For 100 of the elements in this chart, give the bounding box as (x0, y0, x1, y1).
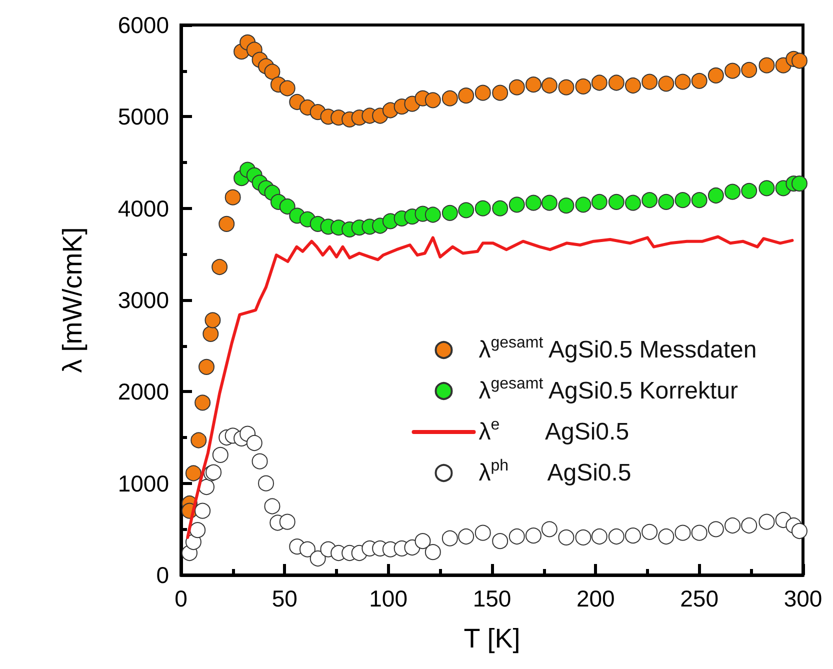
point (525, 528, 542, 544)
point (279, 80, 296, 96)
point (202, 326, 219, 342)
y-tick-label: 1000 (118, 470, 169, 496)
point (264, 498, 280, 514)
point (246, 435, 262, 451)
y-tick-label: 5000 (118, 104, 169, 130)
point (492, 533, 508, 550)
point (458, 528, 474, 544)
point (558, 198, 574, 214)
point (791, 52, 808, 69)
point (741, 62, 758, 78)
point (525, 76, 542, 93)
point (724, 62, 741, 79)
point (442, 530, 458, 546)
point (791, 176, 808, 192)
point (608, 528, 624, 544)
point (252, 453, 268, 470)
point (218, 216, 235, 232)
y-tick-label: 3000 (118, 287, 169, 313)
y-tick-label: 0 (156, 562, 169, 588)
x-tick-label: 100 (369, 586, 408, 612)
point (258, 475, 274, 492)
point (424, 206, 441, 223)
point (758, 57, 775, 74)
point (474, 524, 491, 541)
x-tick-label: 250 (680, 586, 719, 612)
point (194, 394, 211, 411)
point (492, 84, 508, 101)
point (212, 446, 228, 463)
point (299, 541, 316, 558)
point (791, 523, 808, 539)
y-tick-label: 2000 (118, 378, 169, 405)
point (204, 312, 221, 328)
point (442, 204, 458, 221)
point (424, 544, 441, 560)
point (508, 79, 525, 96)
point (658, 76, 674, 92)
point (442, 90, 458, 106)
y-tick-label: 4000 (118, 195, 169, 222)
point (264, 64, 280, 80)
point (558, 529, 574, 546)
point (508, 196, 525, 213)
point (541, 194, 558, 211)
point (724, 518, 741, 534)
point (194, 502, 211, 519)
point (642, 74, 658, 90)
point (492, 200, 508, 216)
point (708, 521, 724, 538)
point (279, 514, 296, 530)
point (741, 518, 758, 534)
point (658, 528, 674, 544)
point (591, 74, 608, 91)
point (525, 194, 542, 211)
point (541, 78, 558, 94)
x-tick-label: 150 (472, 586, 512, 612)
point (625, 194, 641, 211)
x-tick-label: 200 (576, 586, 615, 612)
point (691, 192, 708, 208)
point (508, 528, 525, 544)
point (591, 194, 608, 210)
y-tick-label: 6000 (118, 12, 169, 38)
point (279, 198, 296, 214)
point (424, 92, 441, 108)
point (758, 180, 775, 196)
point (708, 188, 724, 204)
point (608, 194, 624, 210)
point (691, 524, 708, 541)
point (575, 196, 592, 213)
point (414, 533, 431, 550)
point (474, 200, 491, 216)
point (575, 529, 592, 546)
x-tick-label: 50 (272, 586, 298, 612)
point (458, 88, 474, 104)
x-axis-title: T [K] (464, 624, 520, 654)
y-axis-title: λ [mW/cmK] (58, 227, 88, 373)
point (674, 74, 691, 90)
point (458, 202, 474, 218)
point (224, 189, 241, 206)
point (708, 67, 724, 84)
point (724, 184, 741, 200)
x-tick-label: 0 (174, 586, 188, 612)
point (185, 465, 202, 482)
point (591, 528, 608, 544)
point (691, 72, 708, 89)
point (625, 78, 641, 94)
point (558, 79, 574, 96)
point (474, 84, 491, 101)
x-tick-label: 300 (784, 586, 822, 612)
point (190, 522, 206, 538)
point (758, 514, 775, 530)
point (642, 524, 658, 540)
point (541, 521, 558, 538)
point (741, 182, 758, 199)
point (625, 528, 641, 544)
point (212, 259, 228, 275)
point (674, 524, 691, 541)
point (190, 432, 207, 448)
point (608, 74, 624, 91)
point (198, 358, 214, 375)
